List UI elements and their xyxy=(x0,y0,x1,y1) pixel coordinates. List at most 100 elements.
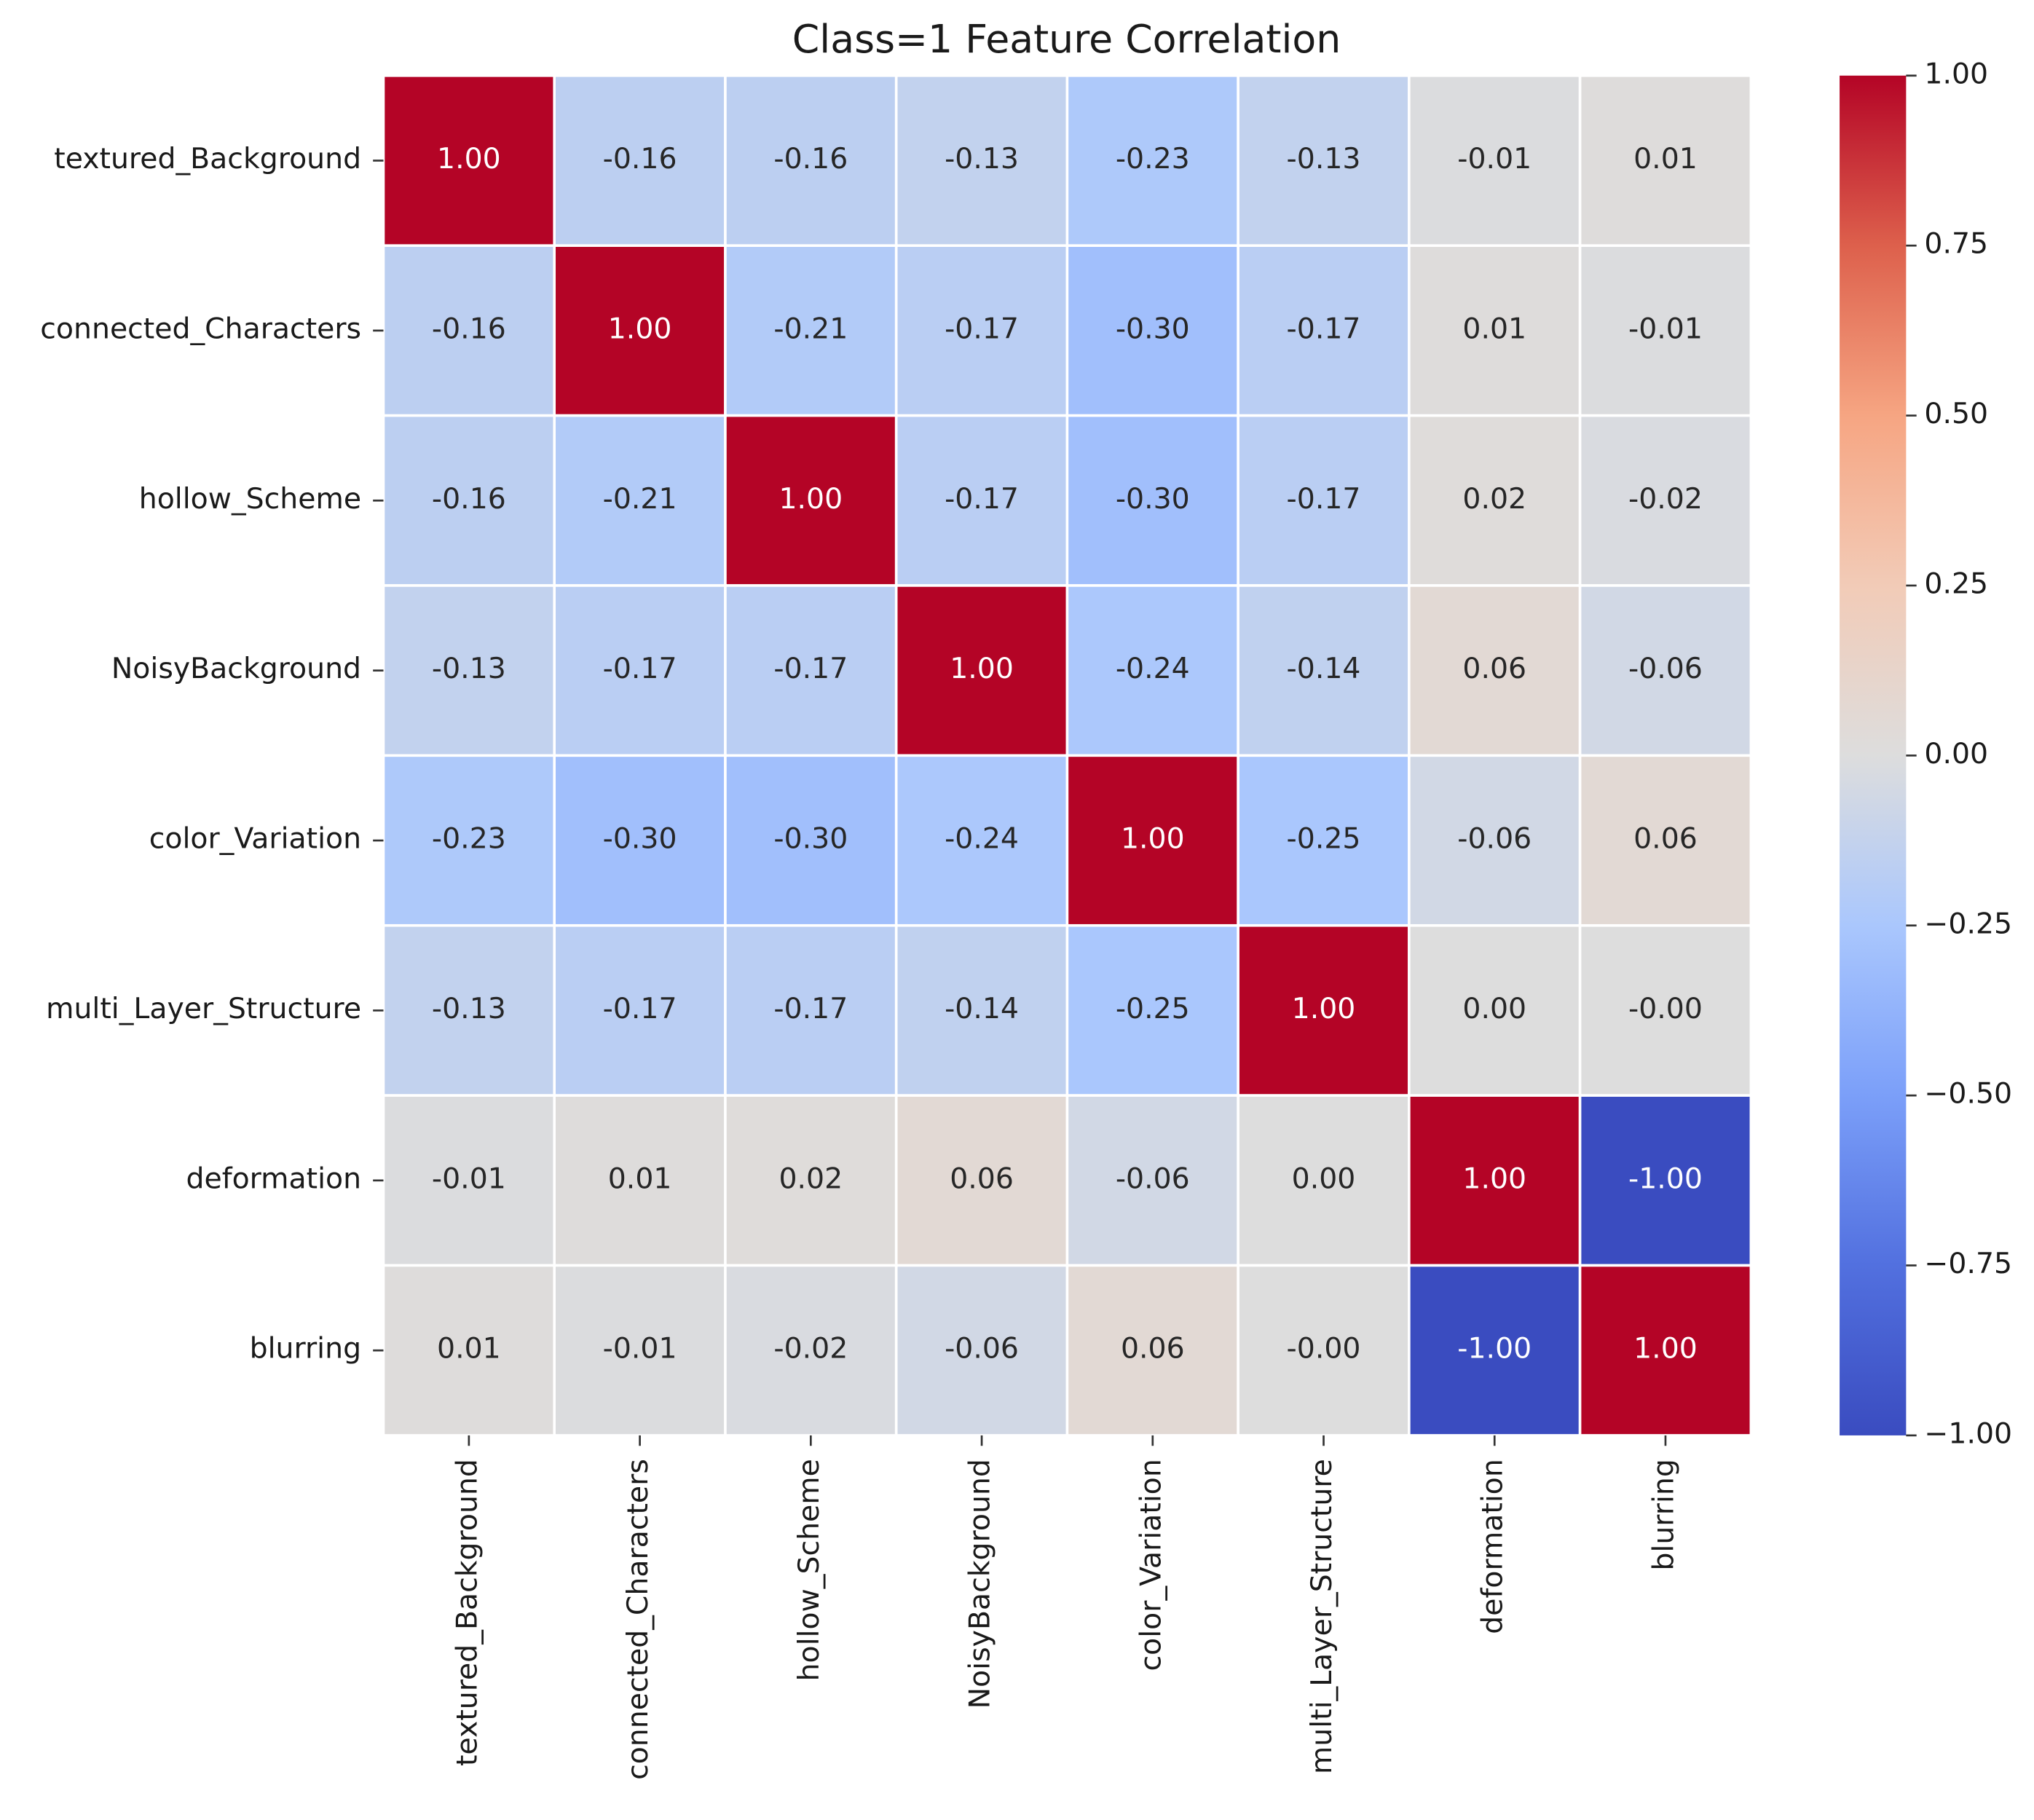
cell-label: -0.02 xyxy=(773,1332,848,1366)
colorbar xyxy=(1840,75,1907,1435)
cell-label: -0.23 xyxy=(432,822,506,856)
cell-label: 0.02 xyxy=(778,1162,843,1195)
heatmap-cell xyxy=(1065,1264,1239,1437)
heatmap-cell xyxy=(1065,923,1239,1097)
cell-label: 1.00 xyxy=(950,652,1014,685)
cell-label: 0.00 xyxy=(1292,1162,1356,1195)
cell-label: -0.13 xyxy=(1287,142,1361,176)
cell-label: -0.06 xyxy=(945,1332,1019,1366)
cell-label: -0.06 xyxy=(1457,822,1532,856)
cell-label: -0.24 xyxy=(1116,652,1190,685)
cell-label: -0.14 xyxy=(945,992,1019,1025)
heatmap-cell xyxy=(724,1264,898,1437)
heatmap-cell xyxy=(553,74,727,248)
cell-label: 0.01 xyxy=(1633,142,1698,176)
heatmap-cell xyxy=(1578,244,1753,417)
cell-label: 0.00 xyxy=(1462,992,1526,1025)
cell-label: -0.17 xyxy=(1287,312,1361,345)
cell-label: 0.06 xyxy=(1462,652,1526,685)
heatmap-cell xyxy=(382,1094,556,1267)
cell-label: 0.06 xyxy=(950,1162,1014,1195)
cell-label: -0.21 xyxy=(603,482,677,516)
colorbar-tick-label: −0.50 xyxy=(1924,1077,2012,1111)
y-tick-label: color_Variation xyxy=(149,822,361,856)
heatmap-cell xyxy=(1237,923,1411,1097)
heatmap-cell xyxy=(553,414,727,587)
cell-label: 0.06 xyxy=(1633,822,1698,856)
cell-label: -0.17 xyxy=(945,312,1019,345)
cell-label: -0.17 xyxy=(603,652,677,685)
x-tick-label: connected_Characters xyxy=(621,1459,655,1780)
colorbar-tick-label: 0.50 xyxy=(1924,397,1988,430)
cell-label: 0.02 xyxy=(1462,482,1526,516)
y-tick-label: blurring xyxy=(250,1332,361,1366)
cell-label: 1.00 xyxy=(1633,1332,1698,1366)
cell-label: -0.17 xyxy=(1287,482,1361,516)
cell-label: -0.16 xyxy=(432,312,506,345)
colorbar-tick-label: −1.00 xyxy=(1924,1417,2012,1450)
heatmap-cell xyxy=(894,244,1069,417)
cell-label: -0.17 xyxy=(945,482,1019,516)
colorbar-tick-label: 1.00 xyxy=(1924,57,1988,90)
cell-label: -0.00 xyxy=(1287,1332,1361,1366)
cell-label: 1.00 xyxy=(437,142,501,176)
cell-label: -0.21 xyxy=(773,312,848,345)
heatmap-cell xyxy=(1578,754,1753,927)
cell-label: 1.00 xyxy=(1121,822,1185,856)
y-tick-label: NoisyBackground xyxy=(111,652,361,685)
heatmap-cell xyxy=(553,923,727,1097)
heatmap-cell xyxy=(1065,754,1239,927)
x-tick-label: hollow_Scheme xyxy=(792,1459,826,1681)
cell-label: -0.30 xyxy=(773,822,848,856)
heatmap-cell xyxy=(1408,923,1582,1097)
cell-label: -0.24 xyxy=(945,822,1019,856)
cell-label: -0.16 xyxy=(603,142,677,176)
cell-label: -0.16 xyxy=(432,482,506,516)
cell-label: -1.00 xyxy=(1457,1332,1532,1366)
cell-label: 0.06 xyxy=(1121,1332,1185,1366)
heatmap-cell xyxy=(1578,923,1753,1097)
cell-label: -0.17 xyxy=(773,652,848,685)
x-tick-label: textured_Background xyxy=(450,1459,484,1766)
x-tick-label: NoisyBackground xyxy=(963,1459,997,1709)
cell-label: -0.00 xyxy=(1628,992,1703,1025)
heatmap-cell xyxy=(1408,414,1582,587)
y-tick-label: textured_Background xyxy=(54,142,361,176)
heatmap-cell xyxy=(1065,1094,1239,1267)
x-tick-label: multi_Layer_Structure xyxy=(1305,1459,1339,1774)
colorbar-tick-label: 0.75 xyxy=(1924,227,1988,261)
heatmap-cell xyxy=(1237,1094,1411,1267)
heatmap-cell xyxy=(724,584,898,757)
cell-label: -0.30 xyxy=(1116,482,1190,516)
cell-label: -0.01 xyxy=(432,1162,506,1195)
cell-label: -0.13 xyxy=(432,992,506,1025)
heatmap-cell xyxy=(1237,74,1411,248)
heatmap-cell xyxy=(553,1094,727,1267)
heatmap-cell xyxy=(1578,414,1753,587)
heatmap-cell xyxy=(553,244,727,417)
cell-label: 1.00 xyxy=(778,482,843,516)
cell-label: -0.30 xyxy=(1116,312,1190,345)
heatmap-cell xyxy=(1065,584,1239,757)
heatmap-cell xyxy=(1578,1264,1753,1437)
cell-label: -0.02 xyxy=(1628,482,1703,516)
heatmap-cell xyxy=(724,74,898,248)
heatmap-cell xyxy=(1408,1094,1582,1267)
cell-label: 1.00 xyxy=(608,312,672,345)
heatmap-cell xyxy=(1578,1094,1753,1267)
cell-label: -0.30 xyxy=(603,822,677,856)
y-tick-label: hollow_Scheme xyxy=(139,482,361,516)
cell-label: 0.01 xyxy=(1462,312,1526,345)
cell-label: 0.01 xyxy=(437,1332,501,1366)
heatmap-cell xyxy=(1578,74,1753,248)
heatmap-cell xyxy=(724,923,898,1097)
heatmap-cell xyxy=(1237,754,1411,927)
chart-title: Class=1 Feature Correlation xyxy=(792,16,1341,62)
y-tick-label: deformation xyxy=(186,1162,361,1195)
heatmap-cell xyxy=(724,414,898,587)
colorbar-tick-label: −0.75 xyxy=(1924,1247,2012,1280)
cell-label: -0.01 xyxy=(603,1332,677,1366)
cell-label: -0.13 xyxy=(432,652,506,685)
cell-label: -0.13 xyxy=(945,142,1019,176)
